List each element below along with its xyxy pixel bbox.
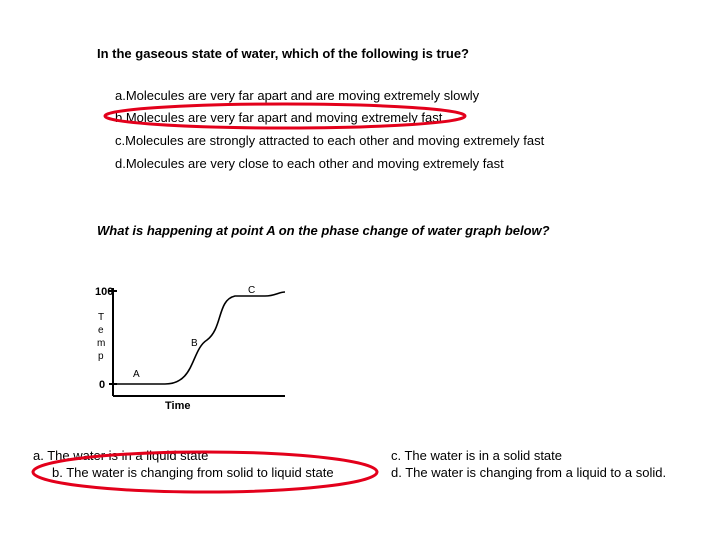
point-label-c: C [248,285,255,296]
y-axis-label-letter-e: e [98,325,104,336]
question-2-answer-a: a. The water is in a liquid state [33,448,209,463]
point-label-b: B [191,338,198,349]
y-axis-label-letter-t: T [98,312,104,323]
y-axis-label-letter-m: m [97,338,105,349]
question-2-answer-d: d. The water is changing from a liquid t… [391,465,667,480]
question-1-text: In the gaseous state of water, which of … [97,46,469,61]
question-1-option-a: a.Molecules are very far apart and are m… [115,88,480,103]
question-2-answer-c: c. The water is in a solid state [391,448,563,463]
point-label-a: A [133,369,140,380]
y-axis-label-letter-p: p [98,351,104,362]
phase-change-curve [117,291,286,385]
y-tick-label-100: 100 [95,286,113,298]
question-2-answer-b: b. The water is changing from solid to l… [52,465,334,480]
y-tick-label-0: 0 [99,379,105,391]
question-1-option-d: d.Molecules are very close to each other… [115,156,504,171]
phase-change-graph: 100 0 T e m p A B C Time [95,285,286,412]
question-2-text: What is happening at point A on the phas… [97,223,550,238]
question-1-option-b: b.Molecules are very far apart and movin… [115,110,443,125]
question-1-option-c: c.Molecules are strongly attracted to ea… [115,133,545,148]
x-axis-label: Time [165,400,190,412]
